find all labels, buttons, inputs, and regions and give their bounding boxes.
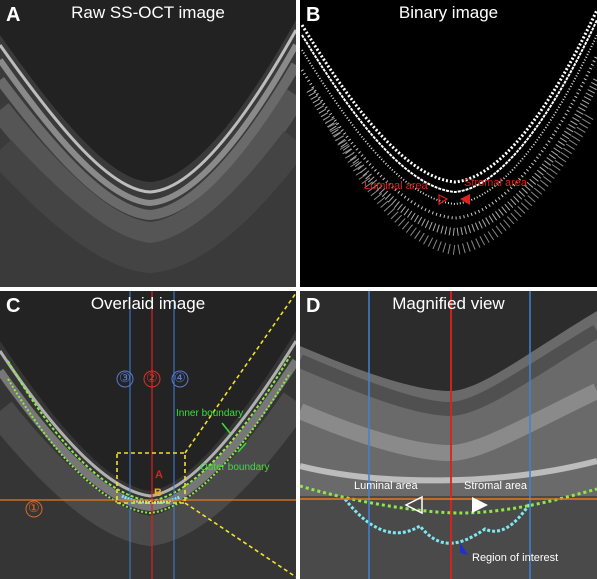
panel-title-c: Overlaid image	[90, 294, 206, 313]
panel-c: C Overlaid image ③ ② ④ ① Inner boundary …	[0, 291, 296, 579]
panel-letter-b: B	[306, 4, 321, 26]
panel-title-b: Binary image	[398, 3, 499, 22]
luminal-area-label-b: Luminal area	[364, 180, 428, 192]
stromal-area-label-b: Stromal area	[464, 177, 527, 189]
panel-d: D Magnified view Luminal area Stromal ar…	[300, 291, 597, 579]
panel-letter-c: C	[6, 295, 21, 317]
panel-title-a: Raw SS-OCT image	[71, 3, 225, 22]
inner-boundary-label: Inner boundary	[176, 408, 244, 419]
overlaid-image	[0, 291, 296, 579]
point-a-label: A	[155, 469, 163, 481]
panel-a: A Raw SS-OCT image	[0, 0, 296, 287]
stromal-area-label-d: Stromal area	[464, 480, 527, 492]
outer-boundary-label: Outer boundary	[200, 462, 270, 473]
point-b-label: B	[154, 487, 162, 499]
panel-b: B Binary image Luminal area Stromal area	[300, 0, 597, 287]
luminal-area-label-d: Luminal area	[354, 480, 418, 492]
magnified-view-image	[300, 291, 597, 579]
marker-2: ②	[146, 370, 158, 385]
marker-3: ③	[119, 370, 131, 385]
panel-letter-a: A	[6, 4, 21, 26]
panel-letter-d: D	[306, 295, 321, 317]
region-of-interest-label: Region of interest	[472, 552, 559, 564]
raw-oct-image	[0, 0, 296, 287]
panel-title-d: Magnified view	[392, 294, 505, 313]
marker-4: ④	[174, 370, 186, 385]
binary-image	[300, 0, 597, 287]
marker-1: ①	[28, 500, 40, 515]
